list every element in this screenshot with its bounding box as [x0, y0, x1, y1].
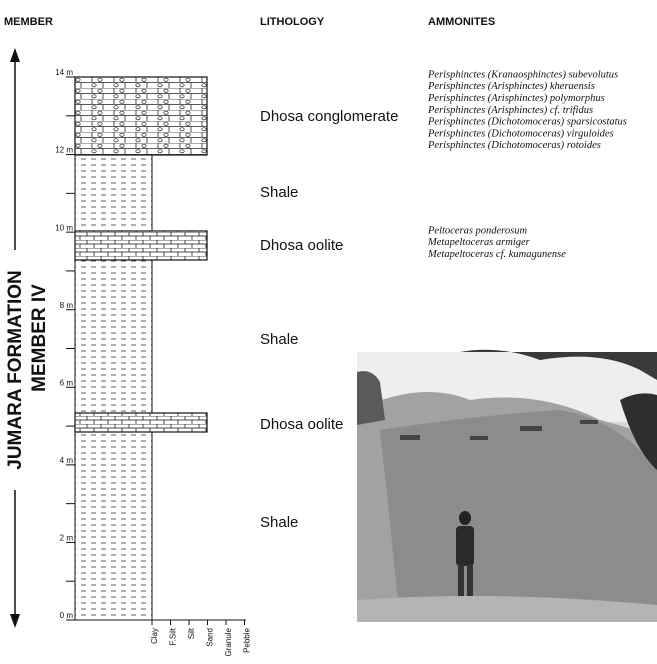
header-ammonites: AMMONITES — [428, 16, 495, 28]
grain-size-label: Granule — [224, 627, 233, 656]
grain-size-label: Silt — [187, 627, 196, 639]
scale-label: 10 m — [55, 223, 73, 232]
scale-label: 2 m — [60, 534, 74, 543]
grain-size-label: Clay — [150, 628, 159, 644]
lithology-label: Shale — [260, 331, 298, 348]
figure: MEMBER LITHOLOGY AMMONITES JUMARA FORMAT… — [0, 0, 657, 664]
grain-size-label: Pebble — [243, 627, 252, 652]
ammonite-name: Metapeltoceras cf. kumagunense — [427, 249, 566, 260]
ammonite-name: Perisphinctes (Dichotomoceras) virguloid… — [427, 128, 614, 139]
field-photo — [357, 350, 657, 622]
ammonite-name: Perisphinctes (Dichotomoceras) rotoides — [427, 140, 601, 151]
scale-label: 14 m — [55, 68, 73, 77]
ammonite-name: Perisphinctes (Arisphinctes) polymorphus — [427, 93, 605, 104]
ammonite-name: Perisphinctes (Arisphinctes) kheraensis — [427, 81, 595, 92]
grain-size-label: Sand — [206, 628, 215, 647]
scale-label: 8 m — [60, 301, 74, 310]
ammonite-name: Perisphinctes (Dichotomoceras) sparsicos… — [427, 117, 627, 128]
ammonite-name: Perisphinctes (Arisphinctes) cf. trifidu… — [427, 105, 593, 116]
ammonite-name: Metapeltoceras armiger — [427, 237, 531, 248]
header-member: MEMBER — [4, 16, 53, 28]
scale-label: 6 m — [60, 378, 74, 387]
lithology-label: Dhosa oolite — [260, 416, 343, 433]
ammonite-name: Perisphinctes (Kranaosphinctes) subevolu… — [427, 69, 618, 80]
lithology-label: Shale — [260, 184, 298, 201]
column — [75, 77, 246, 620]
grain-size-label: F.Silt — [169, 627, 178, 645]
member-name: MEMBER IV — [29, 284, 50, 392]
ammonite-name: Peltoceras ponderosum — [427, 225, 527, 236]
formation-name: JUMARA FORMATION — [5, 270, 26, 469]
scale-label: 12 m — [55, 146, 73, 155]
lithology-label: Dhosa conglomerate — [260, 108, 398, 125]
scale-label: 4 m — [60, 456, 74, 465]
lithology-label: Shale — [260, 514, 298, 531]
lithology-label: Dhosa oolite — [260, 237, 343, 254]
header-lithology: LITHOLOGY — [260, 16, 325, 28]
scale-label: 0 m — [60, 611, 74, 620]
